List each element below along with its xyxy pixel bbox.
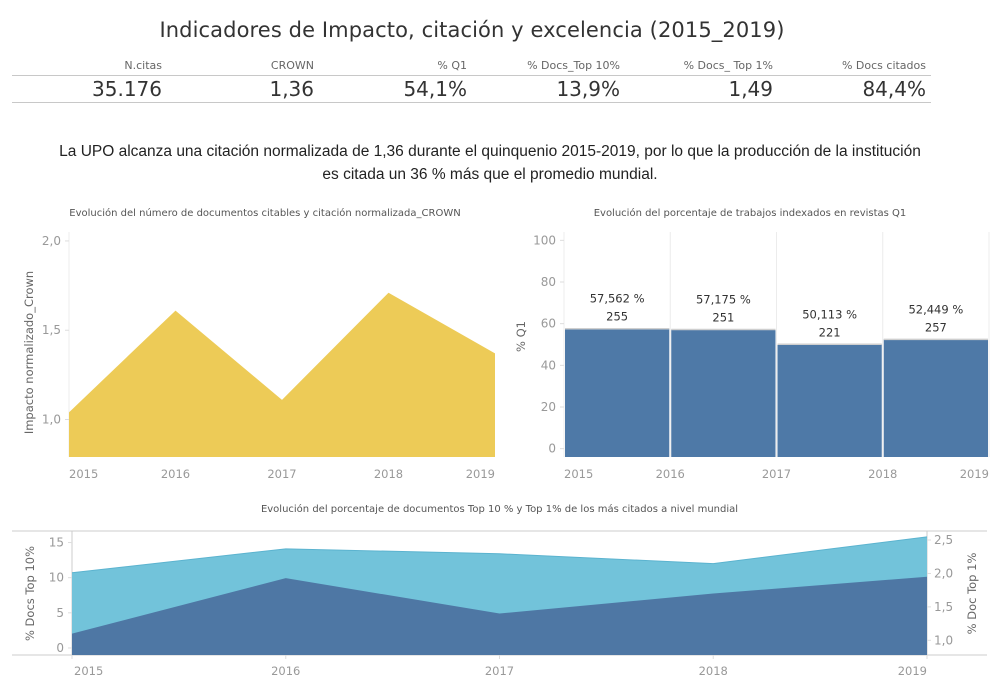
x-tick-label-2018: 2018 bbox=[374, 467, 403, 481]
kpi-label-docs-citados: % Docs citados bbox=[841, 59, 926, 72]
crown-area-chart: 1,0 1,5 2,0 2015 2016 2017 2018 2019 Impacto nor… bbox=[22, 232, 496, 481]
summary-line-1: La UPO alcanza una citación normalizada … bbox=[59, 143, 921, 160]
q1-bar-label-count: 251 bbox=[712, 311, 734, 325]
y-tick-label: 1,0 bbox=[42, 413, 61, 427]
x-tick-label-2017: 2017 bbox=[762, 467, 791, 481]
y-right-axis-title: % Doc Top 1% bbox=[965, 553, 979, 635]
x-tick-label-2017: 2017 bbox=[267, 467, 296, 481]
y-axis-title: % Q1 bbox=[514, 321, 528, 352]
y-right-tick-label: 1,0 bbox=[934, 633, 953, 647]
q1-bar-label-pct: 57,175 % bbox=[696, 293, 751, 307]
y-tick-label: 60 bbox=[541, 317, 556, 331]
y-right-tick-label: 1,5 bbox=[934, 600, 953, 614]
top1-area bbox=[72, 576, 927, 655]
kpi-value-q1: 54,1% bbox=[403, 77, 467, 101]
kpi-label-ncitas: N.citas bbox=[124, 59, 162, 72]
summary-line-2: es citada un 36 % más que el promedio mu… bbox=[322, 166, 658, 183]
crown-area bbox=[69, 292, 495, 457]
kpi-value-ncitas: 35.176 bbox=[92, 77, 162, 101]
y-tick-label: 80 bbox=[541, 275, 556, 289]
y-right-tick-label: 2,0 bbox=[934, 566, 953, 580]
kpi-table: N.citas CROWN % Q1 % Docs_Top 10% % Docs… bbox=[12, 57, 931, 103]
kpi-label-q1: % Q1 bbox=[437, 59, 467, 72]
kpi-value-crown: 1,36 bbox=[269, 77, 314, 101]
x-tick-label-2015: 2015 bbox=[564, 467, 593, 481]
q1-bar-chart: 0 20 40 60 80 100 57,562 % 255 57,175 % 251 50,113… bbox=[514, 232, 990, 481]
x-tick-label-2019: 2019 bbox=[960, 467, 989, 481]
y-left-tick-label: 10 bbox=[49, 571, 64, 585]
y-left-tick-label: 5 bbox=[56, 606, 64, 620]
y-tick-label: 0 bbox=[548, 442, 556, 456]
crown-chart-title: Evolución del número de documentos citab… bbox=[69, 208, 461, 219]
kpi-value-row: 35.176 1,36 54,1% 13,9% 1,49 84,4% bbox=[12, 76, 931, 103]
y-tick-label: 40 bbox=[541, 358, 556, 372]
x-tick-label-2017: 2017 bbox=[485, 664, 514, 678]
summary-text: La UPO alcanza una citación normalizada … bbox=[0, 140, 980, 186]
q1-bar-label-count: 255 bbox=[606, 310, 628, 324]
y-tick-label: 100 bbox=[533, 233, 556, 247]
y-left-tick-label: 15 bbox=[49, 536, 64, 550]
dashboard-title: Indicadores de Impacto, citación y excel… bbox=[159, 18, 785, 42]
y-right-tick-label: 2,5 bbox=[934, 533, 953, 547]
kpi-label-top1: % Docs_ Top 1% bbox=[683, 59, 773, 72]
q1-bar-label-count: 257 bbox=[925, 320, 947, 334]
q1-bar-2018 bbox=[883, 339, 988, 457]
x-tick-label-2019: 2019 bbox=[898, 664, 927, 678]
x-tick-label-2016: 2016 bbox=[656, 467, 685, 481]
kpi-value-top10: 13,9% bbox=[556, 77, 620, 101]
x-tick-label-2019: 2019 bbox=[466, 467, 495, 481]
q1-bar-label-pct: 52,449 % bbox=[908, 302, 963, 316]
top-chart-title: Evolución del porcentaje de documentos T… bbox=[260, 504, 739, 515]
x-tick-label-2015: 2015 bbox=[69, 467, 98, 481]
kpi-label-top10: % Docs_Top 10% bbox=[527, 59, 620, 72]
q1-bar-2017 bbox=[777, 344, 882, 457]
top10-line bbox=[71, 536, 928, 574]
y-tick-label: 2,0 bbox=[42, 234, 61, 248]
y-tick-label: 20 bbox=[541, 400, 556, 414]
kpi-header-row: N.citas CROWN % Q1 % Docs_Top 10% % Docs… bbox=[12, 57, 931, 76]
y-left-axis-title: % Docs Top 10% bbox=[23, 546, 37, 641]
top10-top1-area-chart: 0 5 10 15 1,0 1,5 2,0 2,5 2015 2016 2017 2018 2019 % … bbox=[12, 530, 987, 678]
x-tick-label-2016: 2016 bbox=[161, 467, 190, 481]
q1-chart-title: Evolución del porcentaje de trabajos ind… bbox=[593, 208, 907, 219]
q1-bar-label-count: 221 bbox=[819, 325, 841, 339]
x-tick-label-2015: 2015 bbox=[74, 664, 103, 678]
kpi-value-top1: 1,49 bbox=[728, 77, 773, 101]
x-tick-label-2016: 2016 bbox=[271, 664, 300, 678]
q1-bar-2015 bbox=[565, 328, 670, 457]
q1-bar-label-pct: 50,113 % bbox=[802, 307, 857, 321]
kpi-value-docs-citados: 84,4% bbox=[862, 77, 926, 101]
y-tick-label: 1,5 bbox=[42, 323, 61, 337]
x-tick-label-2018: 2018 bbox=[699, 664, 728, 678]
y-left-tick-label: 0 bbox=[56, 641, 64, 655]
kpi-label-crown: CROWN bbox=[270, 59, 314, 72]
x-tick-label-2018: 2018 bbox=[868, 467, 897, 481]
y-axis-title: Impacto normalizado_Crown bbox=[22, 271, 36, 434]
q1-bar-2016 bbox=[671, 329, 776, 457]
q1-bar-label-pct: 57,562 % bbox=[590, 292, 645, 306]
